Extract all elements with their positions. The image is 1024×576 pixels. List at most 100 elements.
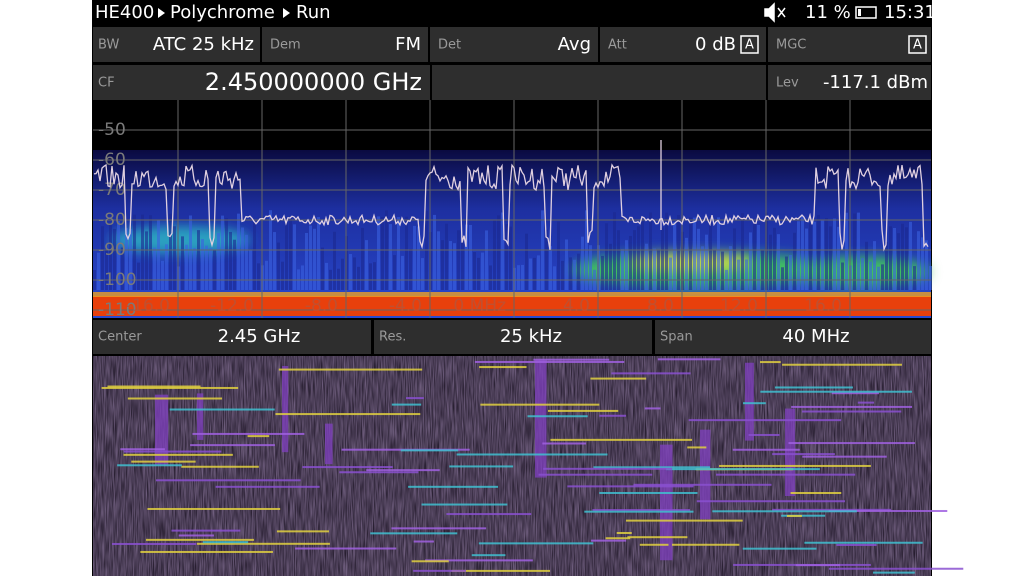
sep-icon [158,8,165,18]
noise-column [189,215,192,290]
noise-column [357,266,360,290]
noise-column [249,250,252,290]
noise-column [109,224,112,290]
trace-line [625,519,743,522]
noise-column [557,221,560,290]
flag-box [740,35,759,54]
noise-column [181,236,184,290]
trace-line [192,432,305,435]
cell [93,320,371,354]
noise-column [389,224,392,290]
trace-line [120,448,165,451]
noise-column [161,260,164,290]
noise-column [149,215,152,290]
trace [93,163,929,252]
y-label: -50 [98,120,126,140]
trace-line [611,372,691,375]
label: Lev [776,76,799,91]
noise-column [689,217,692,290]
flag-box [908,35,927,54]
noise-column [625,240,628,290]
trace-line [666,468,820,471]
cell [430,27,598,62]
noise-column [925,240,928,290]
noise-column [601,255,604,290]
trace-line [633,483,772,486]
noise-column [637,226,640,290]
trace-line [425,559,533,562]
trace-line [411,560,449,563]
trace-line [247,435,270,438]
noise-column [929,266,932,290]
battery-level [858,9,861,16]
noise-column [377,216,380,290]
x-label: 12.0 [720,296,758,316]
label: CF [98,76,115,91]
cell [432,65,766,100]
noise-column [721,251,724,290]
noise-column [881,264,884,290]
trace-line [801,410,902,413]
noise-column [481,252,484,290]
burst [785,408,796,497]
noise-column [197,230,200,290]
label: MGC [776,38,806,53]
noise-column [517,265,520,290]
noise-column [105,250,108,290]
flag: A [913,38,922,53]
noise-column [273,232,276,290]
noise-column [233,239,236,290]
trace-line [781,514,826,517]
noise-column [213,250,216,290]
cell [262,27,428,62]
noise-column [225,218,228,290]
noise-column [317,217,320,290]
noise-column [337,268,340,290]
noise-column [825,218,828,290]
noise-column [237,213,240,290]
burst [197,393,204,440]
noise-column [449,241,452,290]
noise-column [549,246,552,290]
trace-line [155,479,301,482]
trace-line [181,465,259,468]
noise-column [629,235,632,290]
trace-line [696,500,845,503]
value: Avg [558,34,591,55]
noise-column [561,260,564,290]
noise-column [433,214,436,290]
noise-column [501,212,504,290]
noise-column [381,217,384,290]
noise-column [241,227,244,290]
trace-line [543,467,673,470]
cell [655,320,931,354]
noise-column [281,261,284,290]
noise-column [473,252,476,290]
noise-column [829,226,832,290]
noise-column [409,248,412,290]
noise-column [577,253,580,290]
burst [155,394,169,465]
noise-column [857,212,860,290]
trace-line [639,543,669,546]
noise-column [717,217,720,290]
noise-column [621,249,624,290]
noise-column [393,255,396,290]
noise-column [129,228,132,290]
trace-line [716,473,856,476]
trace-line [171,529,241,532]
burst [700,429,711,520]
trace-line [391,403,422,406]
trace-line [190,444,275,447]
noise-column [293,224,296,290]
noise-column [185,244,188,290]
noise-column [257,263,260,290]
noise-column [505,224,508,290]
trace-line [339,471,419,474]
noise-column [341,258,344,290]
noise-column [569,257,572,290]
trace-line [145,538,254,541]
noise-column [669,257,672,290]
trace-line [712,510,857,513]
trace-line [278,368,423,371]
